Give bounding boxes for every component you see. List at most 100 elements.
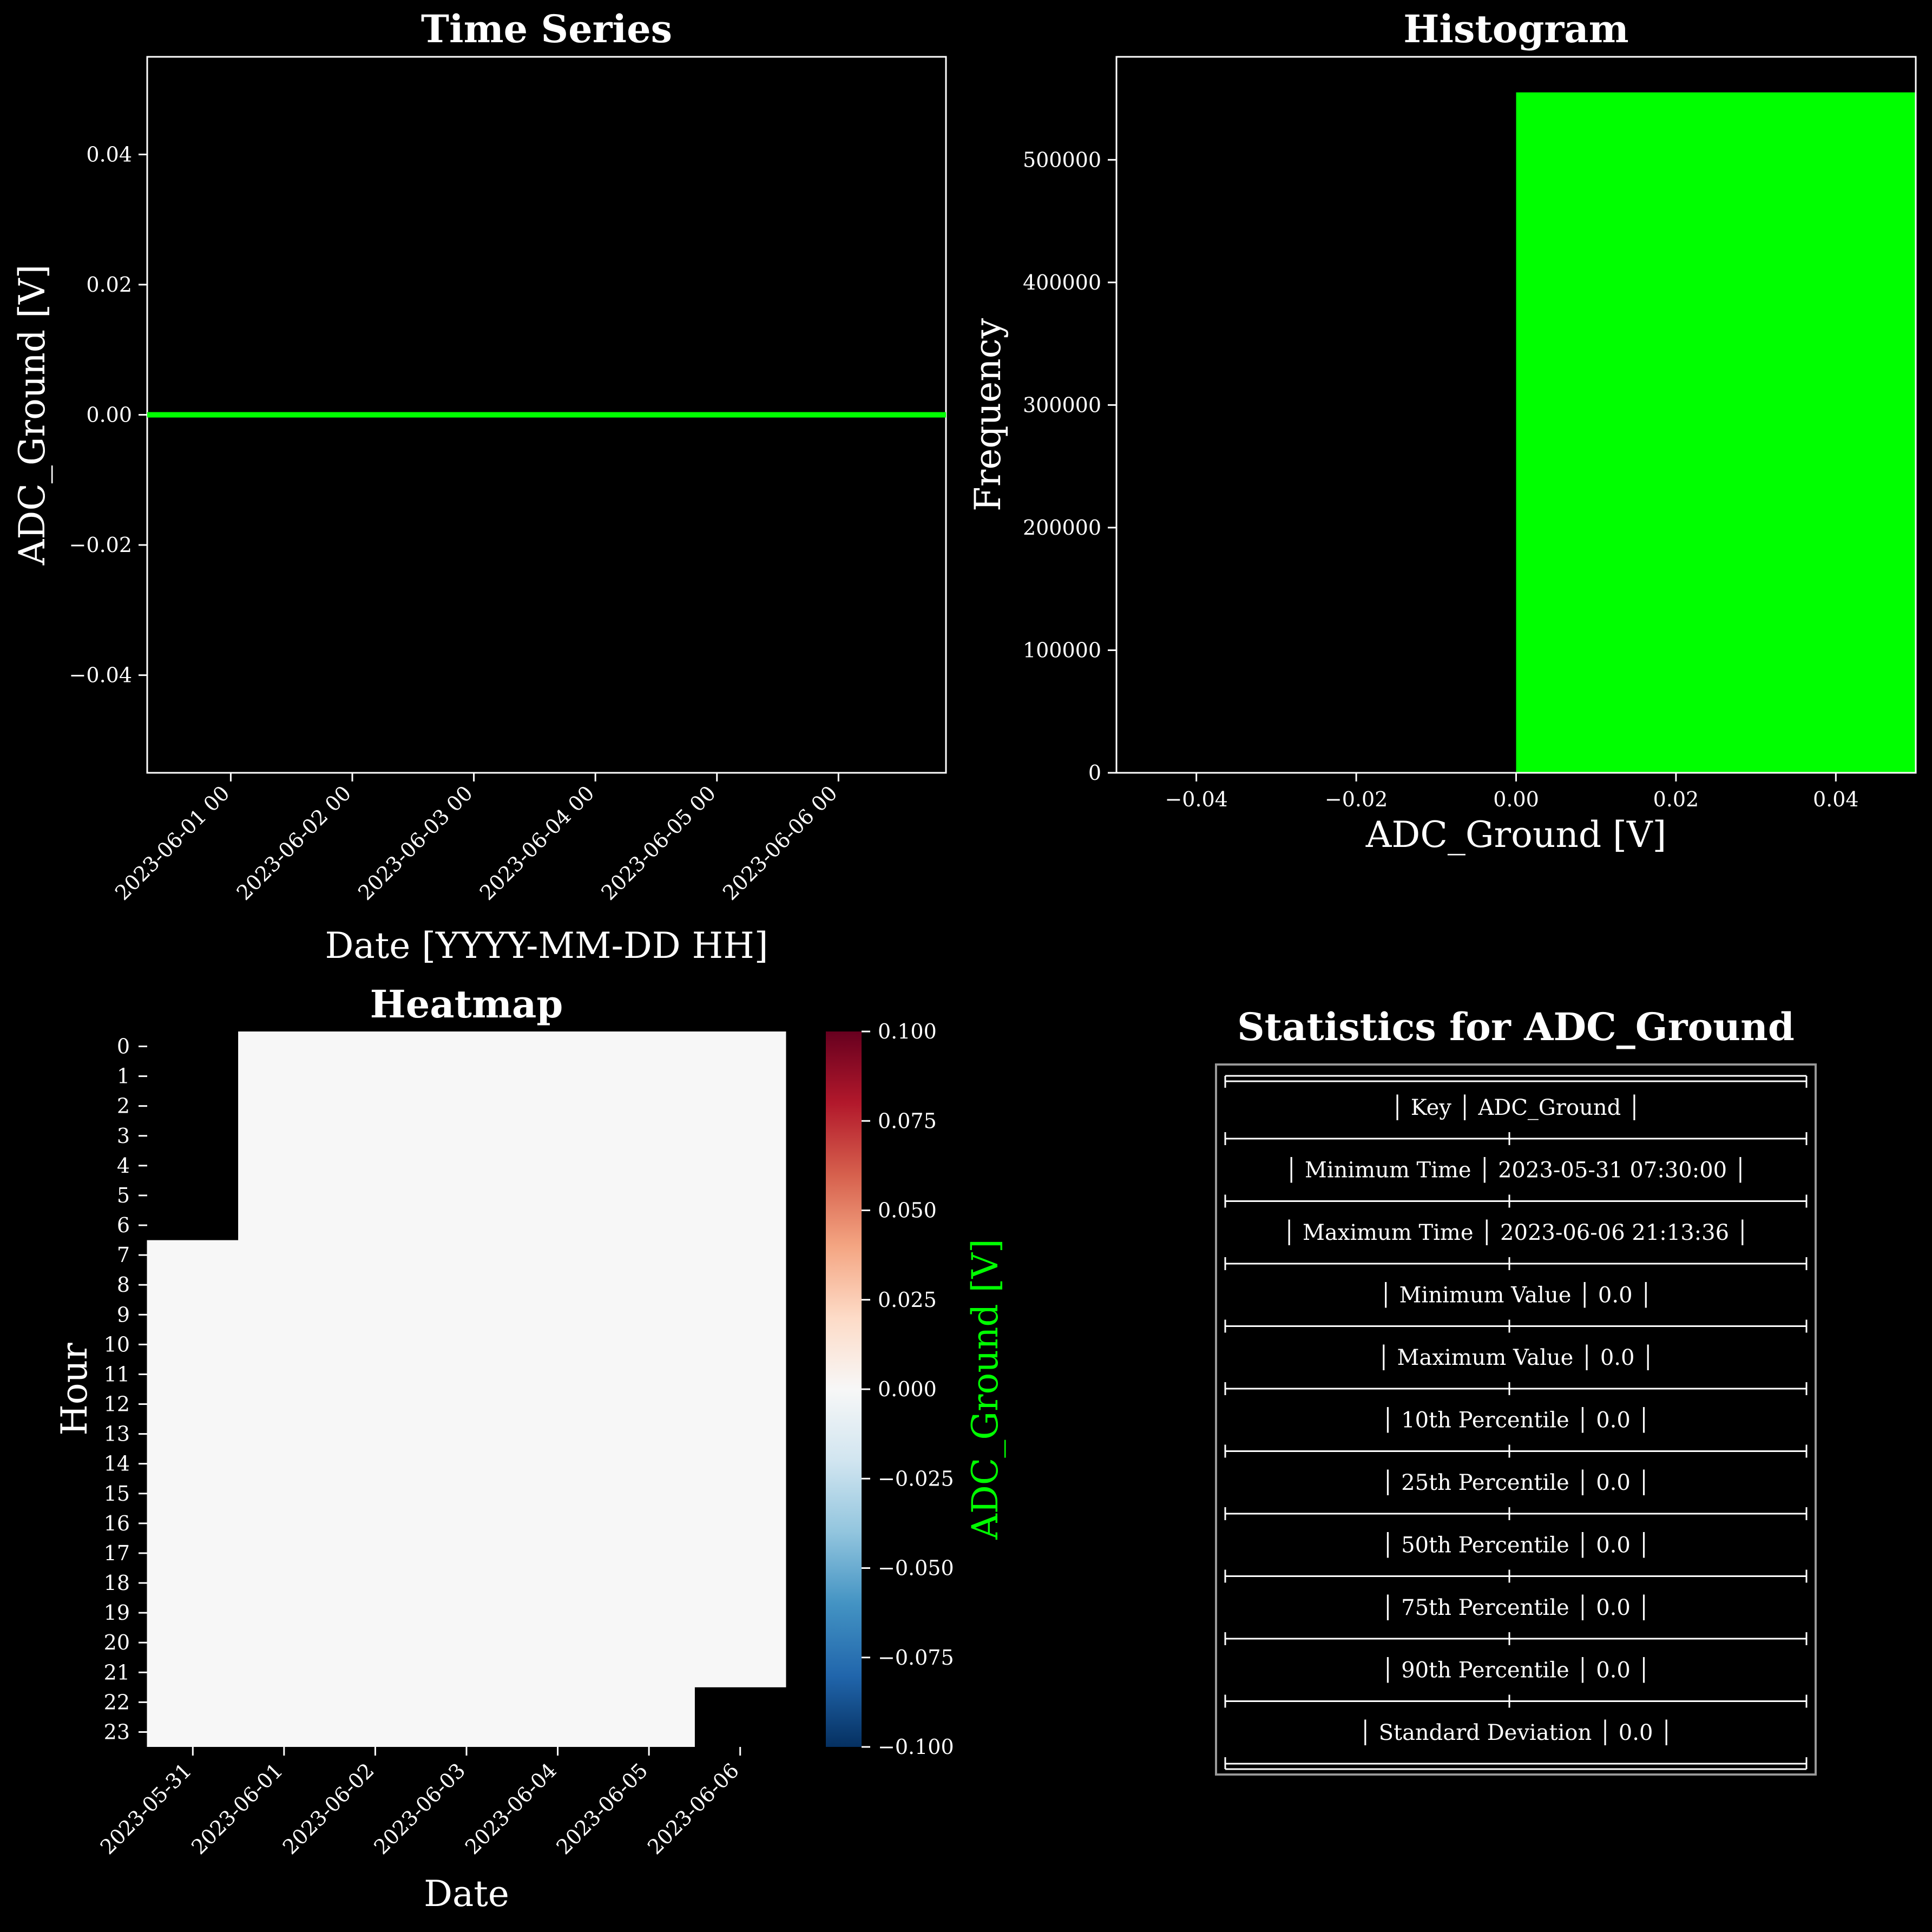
heatmap-y-tick-label: 22	[104, 1690, 130, 1714]
heatmap-y-tick-label: 12	[104, 1392, 130, 1416]
heatmap-cell	[603, 1031, 695, 1747]
stats-key: 25th Percentile	[1401, 1470, 1569, 1495]
hist-y-axis-label: Frequency	[967, 318, 1009, 511]
colorbar-tick-label: −0.100	[878, 1735, 954, 1759]
stats-bar: │	[1569, 1407, 1596, 1433]
hist-bar	[1516, 92, 1916, 773]
stats-value: 0.0	[1596, 1408, 1631, 1433]
heatmap-cell	[329, 1031, 422, 1747]
hist-x-axis-label: ADC_Ground [V]	[1365, 814, 1667, 856]
statistics-panel: Statistics for ADC_Ground │ Key │ ADC_Gro…	[1215, 1004, 1817, 1776]
stats-bar: │	[1631, 1469, 1651, 1495]
stats-row: │ Maximum Time │ 2023-06-06 21:13:36 │	[1283, 1219, 1749, 1245]
ts-y-axis-label: ADC_Ground [V]	[11, 265, 53, 566]
stats-bar: │	[1391, 1094, 1411, 1120]
heatmap-y-tick-label: 0	[117, 1035, 130, 1059]
stats-bar: │	[1381, 1532, 1401, 1558]
heatmap-y-tick-label: 2	[117, 1094, 130, 1118]
stats-key: Maximum Value	[1397, 1345, 1574, 1370]
stats-row: │ 90th Percentile │ 0.0 │	[1381, 1657, 1650, 1683]
colorbar-label: ADC_Ground [V]	[964, 1239, 1006, 1540]
stats-key: Minimum Time	[1305, 1158, 1471, 1183]
heatmap-y-tick-label: 21	[104, 1660, 130, 1684]
stats-title: Statistics for ADC_Ground	[1237, 1004, 1795, 1049]
stats-key: Minimum Value	[1399, 1283, 1571, 1308]
heatmap-y-tick-label: 20	[104, 1631, 130, 1654]
hist-y-tick-label: 500000	[1023, 148, 1101, 172]
heatmap-y-tick-label: 16	[104, 1512, 130, 1535]
ts-x-axis-label: Date [YYYY-MM-DD HH]	[325, 925, 768, 967]
heatmap-y-tick-label: 6	[117, 1213, 130, 1237]
stats-bar: │	[1634, 1344, 1654, 1370]
stats-key: Standard Deviation	[1379, 1720, 1592, 1745]
ts-title: Time Series	[421, 6, 672, 51]
stats-value: 0.0	[1619, 1720, 1653, 1745]
heatmap-x-axis-label: Date	[424, 1873, 509, 1915]
stats-bar: │	[1381, 1657, 1401, 1683]
ts-y-tick-label: 0.02	[86, 273, 132, 297]
stats-value: ADC_Ground	[1477, 1095, 1621, 1120]
stats-bar: │	[1631, 1657, 1651, 1683]
stats-row: │ Minimum Time │ 2023-05-31 07:30:00 │	[1285, 1157, 1747, 1183]
stats-bar: │	[1592, 1719, 1619, 1745]
stats-value: 0.0	[1600, 1345, 1635, 1370]
hist-x-tick-label: 0.00	[1493, 787, 1539, 811]
colorbar-tick-label: 0.050	[878, 1199, 937, 1223]
heatmap-y-tick-label: 18	[104, 1571, 130, 1595]
colorbar-tick-label: 0.025	[878, 1288, 937, 1312]
heatmap-cell	[238, 1031, 330, 1747]
stats-bar: │	[1653, 1719, 1673, 1745]
colorbar	[826, 1031, 862, 1747]
stats-value: 0.0	[1596, 1533, 1631, 1558]
heatmap-y-axis-label: Hour	[54, 1343, 95, 1436]
hist-y-tick-label: 0	[1088, 761, 1101, 785]
stats-bar: │	[1729, 1219, 1749, 1245]
hist-y-tick-label: 100000	[1023, 638, 1101, 662]
stats-row: │ 50th Percentile │ 0.0 │	[1381, 1532, 1650, 1558]
stats-bar: │	[1283, 1219, 1303, 1245]
heatmap-y-tick-label: 5	[117, 1184, 130, 1207]
heatmap-y-tick-label: 9	[117, 1303, 130, 1326]
stats-key: 75th Percentile	[1401, 1595, 1569, 1620]
stats-bar: │	[1727, 1157, 1747, 1183]
heatmap-cell	[511, 1031, 604, 1747]
colorbar-tick-label: −0.050	[878, 1556, 954, 1580]
hist-x-tick-label: −0.04	[1165, 787, 1227, 811]
hist-x-tick-label: −0.02	[1325, 787, 1388, 811]
stats-value: 0.0	[1596, 1470, 1631, 1495]
heatmap-y-tick-label: 7	[117, 1243, 130, 1267]
stats-row: │ 75th Percentile │ 0.0 │	[1381, 1594, 1650, 1620]
stats-bar: │	[1474, 1219, 1501, 1245]
stats-box	[1215, 1063, 1817, 1776]
stats-bar: │	[1569, 1532, 1596, 1558]
heatmap-y-tick-label: 10	[104, 1332, 130, 1356]
heatmap-y-tick-label: 19	[104, 1601, 130, 1625]
stats-bar: │	[1631, 1407, 1651, 1433]
colorbar-tick-label: −0.075	[878, 1646, 954, 1670]
hist-y-tick-label: 400000	[1023, 271, 1101, 294]
stats-bar: │	[1381, 1594, 1401, 1620]
hist-y-tick-label: 200000	[1023, 516, 1101, 540]
stats-row: │ Minimum Value │ 0.0 │	[1379, 1282, 1653, 1308]
ts-y-tick-label: 0.04	[86, 142, 132, 166]
stats-row: │ Maximum Value │ 0.0 │	[1377, 1344, 1655, 1370]
colorbar-tick-label: −0.025	[878, 1467, 954, 1490]
heatmap-y-tick-label: 3	[117, 1124, 130, 1148]
heatmap-cell	[694, 1031, 786, 1687]
stats-key: Maximum Time	[1303, 1220, 1474, 1245]
stats-value: 2023-06-06 21:13:36	[1500, 1220, 1729, 1245]
stats-bar: │	[1621, 1094, 1641, 1120]
heatmap-title: Heatmap	[370, 982, 563, 1027]
stats-row: │ 25th Percentile │ 0.0 │	[1381, 1469, 1650, 1495]
heatmap-cell	[147, 1240, 239, 1747]
heatmap-y-tick-label: 8	[117, 1273, 130, 1297]
stats-bar: │	[1359, 1719, 1379, 1745]
stats-value: 0.0	[1596, 1595, 1631, 1620]
stats-bar: │	[1571, 1282, 1598, 1308]
stats-bar: │	[1377, 1344, 1397, 1370]
heatmap-y-tick-label: 11	[104, 1362, 130, 1386]
stats-bar: │	[1451, 1094, 1478, 1120]
stats-key: 90th Percentile	[1401, 1658, 1569, 1683]
histogram-panel: Histogram 0 100000 200000 300000 400000 500000…	[967, 6, 1917, 856]
